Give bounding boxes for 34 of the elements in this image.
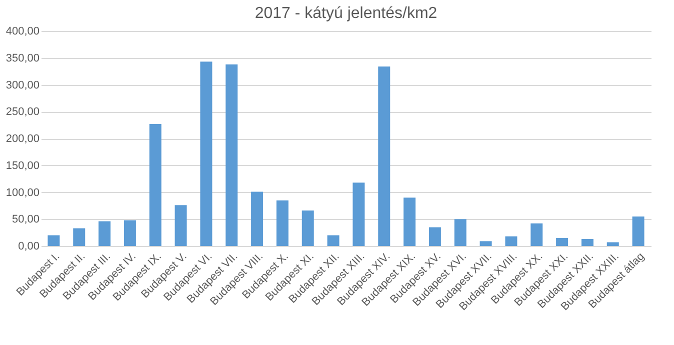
bar — [276, 200, 288, 246]
bar — [302, 210, 314, 246]
bar — [124, 220, 136, 246]
bar — [480, 241, 492, 246]
bar — [556, 238, 568, 246]
bar — [98, 221, 111, 246]
bar — [454, 219, 466, 246]
y-tick-label: 200,00 — [6, 133, 40, 145]
bar — [200, 62, 212, 246]
bar — [352, 182, 365, 246]
bar — [530, 223, 543, 246]
chart-title: 2017 - kátyú jelentés/km2 — [254, 5, 438, 22]
y-tick-label: 150,00 — [6, 160, 40, 172]
y-tick-label: 250,00 — [6, 106, 40, 118]
bar — [174, 205, 187, 246]
bar — [581, 239, 594, 246]
bar — [226, 64, 238, 246]
bar — [632, 216, 644, 246]
bar — [149, 124, 162, 246]
bar — [48, 235, 60, 246]
bar — [606, 242, 619, 246]
y-tick-label: 300,00 — [6, 79, 40, 92]
bar — [327, 235, 340, 246]
y-tick-label: 350,00 — [6, 52, 40, 64]
y-tick-label: 50,00 — [12, 214, 40, 226]
bar — [251, 192, 264, 246]
bar — [505, 236, 518, 246]
bar — [404, 198, 416, 246]
bar — [73, 228, 86, 246]
y-tick-label: 400,00 — [6, 26, 40, 38]
y-tick-label: 100,00 — [6, 186, 40, 199]
bar — [428, 227, 441, 246]
y-tick-label: 0,00 — [18, 240, 40, 252]
bar — [378, 66, 390, 246]
